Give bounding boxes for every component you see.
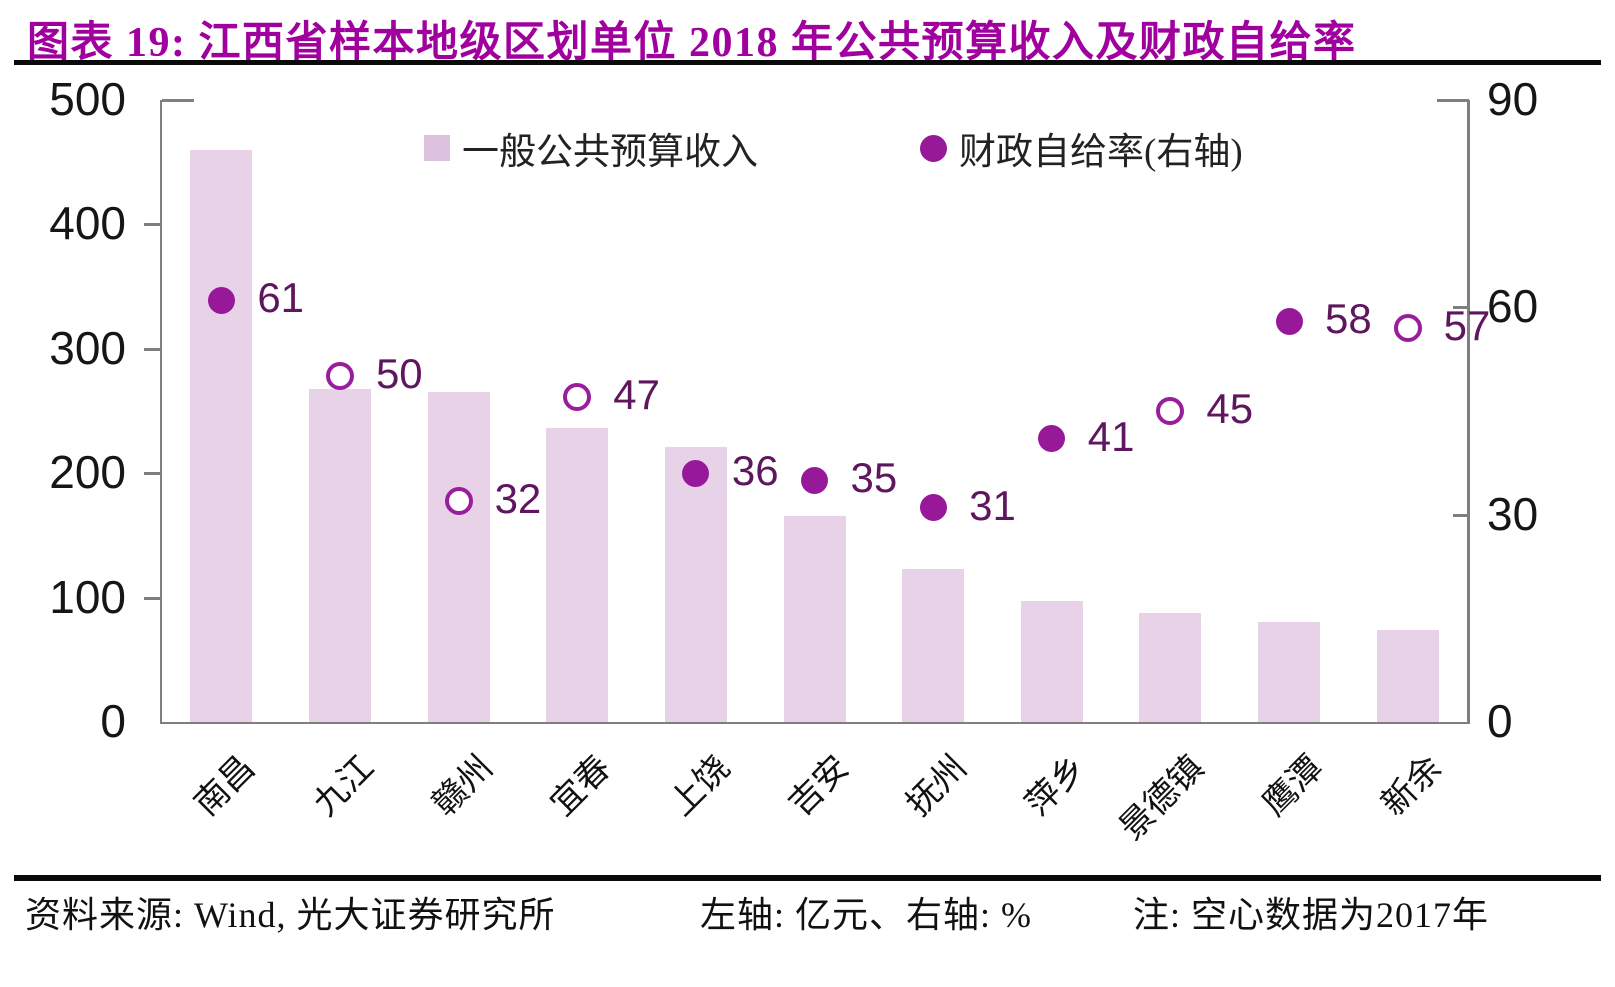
left-axis-tick-label: 0 [100, 695, 126, 747]
x-axis-label-宜春: 宜春 [544, 749, 619, 824]
dot-swatch-icon [920, 134, 947, 162]
right-axis-top-cap [1437, 99, 1469, 102]
hollow-dot-九江 [325, 362, 354, 391]
dot-value-label: 36 [731, 447, 779, 495]
hollow-dot-赣州 [444, 486, 473, 515]
x-axis-label-鹰潭: 鹰潭 [1256, 749, 1331, 824]
dot-value-label: 35 [850, 454, 898, 502]
dot-value-label: 58 [1325, 295, 1372, 343]
left-axis-tick [144, 223, 160, 227]
left-axis-tick-label: 400 [49, 197, 126, 250]
dot-value-label: 41 [1087, 412, 1135, 460]
dot-萍乡 [1038, 425, 1066, 453]
legend-label-budget-revenue: 一般公共预算收入 [462, 132, 758, 173]
bar-南昌 [190, 149, 253, 722]
dot-value-label: 50 [375, 350, 423, 398]
bar-上饶 [664, 447, 727, 722]
x-axis-label-赣州: 赣州 [425, 749, 500, 824]
left-axis-tick [144, 596, 160, 600]
legend-item-budget-revenue: 一般公共预算收入 [424, 121, 758, 175]
page-title: 图表 19: 江西省样本地级区划单位 2018 年公共预算收入及财政自给率 [27, 20, 1357, 66]
dot-抚州 [919, 494, 947, 522]
right-axis-tick [1453, 513, 1469, 517]
bar-赣州 [427, 392, 490, 722]
left-axis-top-cap [162, 99, 194, 102]
plot-area: 61 50 32 47 36 35 31 41 45 58 57 0 100 200 300 400 500 0 3… [49, 74, 1538, 847]
footer-divider [14, 875, 1601, 881]
dot-上饶 [682, 459, 710, 487]
bar-景德镇 [1139, 612, 1202, 722]
legend-label-self-sufficiency: 财政自给率(右轴) [959, 132, 1243, 173]
dot-南昌 [207, 286, 235, 314]
dot-value-label: 57 [1443, 302, 1491, 350]
dot-value-label: 45 [1206, 385, 1254, 432]
left-axis-tick [144, 472, 160, 476]
right-axis-tick-label: 30 [1487, 487, 1539, 540]
hollow-dot-景德镇 [1156, 397, 1185, 425]
x-axis-label-九江: 九江 [306, 749, 382, 824]
bar-新余 [1376, 629, 1439, 722]
dot-value-label: 47 [613, 371, 660, 419]
x-axis-label-抚州: 抚州 [900, 749, 975, 824]
right-axis-tick-label: 0 [1487, 695, 1513, 747]
dot-value-label: 31 [969, 481, 1016, 529]
left-axis-tick [144, 347, 160, 351]
x-axis-label-上饶: 上饶 [662, 749, 738, 824]
left-axis-tick-label: 500 [49, 73, 126, 125]
bar-宜春 [546, 428, 609, 722]
left-axis-tick-label: 300 [49, 321, 126, 374]
source-note: 资料来源: Wind, 光大证券研究所 [25, 895, 556, 935]
bar-抚州 [902, 569, 965, 722]
right-axis-tick-label: 90 [1487, 73, 1539, 125]
bar-吉安 [783, 515, 846, 722]
dot-value-label: 61 [257, 274, 305, 322]
right-axis-tick-label: 60 [1487, 280, 1539, 333]
legend-item-self-sufficiency: 财政自给率(右轴) [920, 121, 1243, 175]
bar-九江 [308, 388, 371, 722]
dot-value-label: 32 [494, 474, 542, 522]
hollow-data-note: 注: 空心数据为2017年 [1133, 895, 1490, 935]
x-axis-label-新余: 新余 [1374, 749, 1449, 824]
axes-unit-note: 左轴: 亿元、右轴: % [700, 895, 1032, 935]
x-axis-label-吉安: 吉安 [781, 749, 856, 824]
bar-鹰潭 [1258, 622, 1321, 722]
hollow-dot-新余 [1393, 314, 1422, 343]
x-axis-label-景德镇: 景德镇 [1113, 749, 1212, 848]
bar-swatch-icon [424, 135, 450, 161]
x-axis-label-南昌: 南昌 [188, 749, 263, 824]
left-axis-tick-label: 200 [49, 446, 126, 499]
left-axis-tick-label: 100 [49, 570, 126, 623]
x-axis-label-萍乡: 萍乡 [1018, 749, 1093, 824]
dot-鹰潭 [1275, 307, 1303, 335]
dot-吉安 [801, 466, 828, 494]
title-divider [14, 60, 1601, 65]
right-axis-tick [1453, 306, 1469, 310]
hollow-dot-宜春 [563, 383, 592, 412]
bar-萍乡 [1020, 601, 1083, 722]
